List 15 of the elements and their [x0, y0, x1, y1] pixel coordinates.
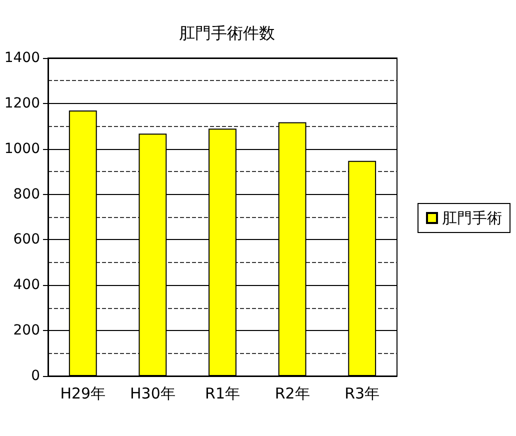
x-tick-label: R2年 — [274, 384, 310, 402]
y-tick-label: 800 — [13, 186, 40, 202]
x-tick-label: H30年 — [130, 384, 176, 402]
y-tick-label: 200 — [13, 322, 40, 339]
y-tick-label: 0 — [31, 368, 40, 384]
chart-title: 肛門手術件数 — [179, 24, 275, 42]
y-tick-label: 1400 — [4, 50, 40, 66]
y-tick-label: 1200 — [4, 95, 40, 112]
x-tick-label: H29年 — [60, 384, 106, 402]
x-tick-label: R1年 — [205, 384, 240, 402]
legend-label: 肛門手術 — [442, 209, 502, 227]
y-tick-label: 400 — [13, 277, 40, 294]
x-tick-label: R3年 — [344, 384, 380, 402]
y-tick-label: 600 — [13, 232, 40, 248]
y-tick-label: 1000 — [4, 140, 40, 157]
